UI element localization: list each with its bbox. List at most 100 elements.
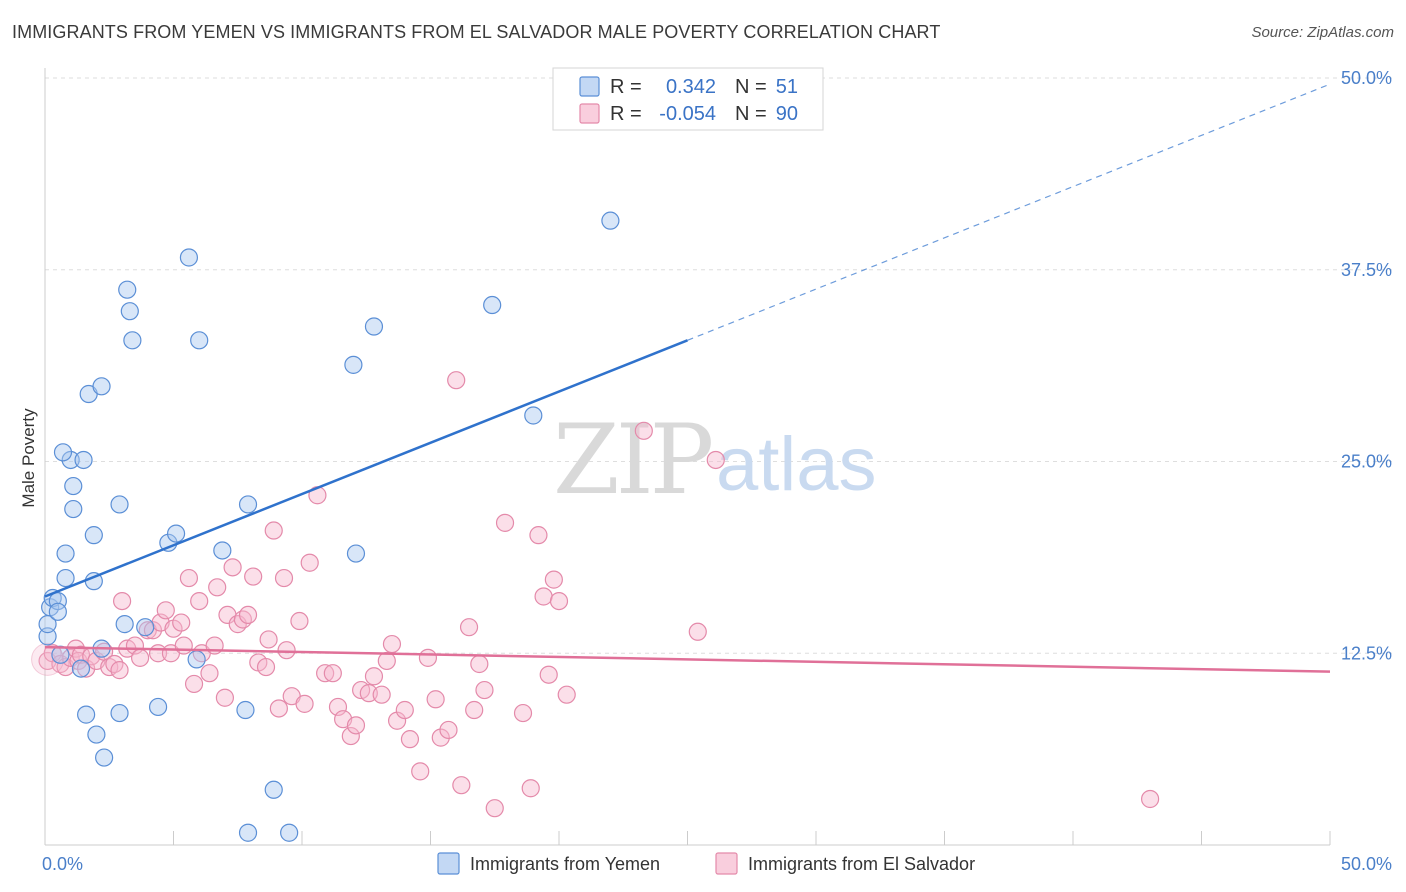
el-salvador-point-14 (110, 661, 129, 680)
series-el-salvador-points (31, 371, 1160, 818)
legend-r-value-el-salvador: -0.054 (659, 103, 716, 125)
el-salvador-point-27 (174, 636, 193, 655)
el-salvador-point-82 (513, 703, 533, 723)
el-salvador-point-2 (51, 654, 70, 674)
yemen-point-47 (601, 211, 620, 230)
yemen-point-32 (166, 524, 186, 543)
yemen-point-39 (238, 495, 258, 514)
el-salvador-point-70 (418, 648, 438, 667)
el-salvador-point-43 (256, 657, 276, 677)
yemen-point-14 (71, 659, 91, 678)
yemen-point-12 (53, 443, 73, 462)
trend-line-el-salvador (44, 645, 1331, 673)
el-salvador-point-81 (495, 513, 515, 532)
legend-n-label-el-salvador: N = (735, 103, 767, 125)
el-salvador-point-45 (264, 521, 283, 540)
el-salvador-point-93 (1140, 789, 1160, 809)
el-salvador-point-86 (539, 665, 558, 684)
yemen-point-40 (264, 780, 283, 799)
yemen-point-27 (120, 302, 139, 321)
el-salvador-point-67 (395, 700, 414, 720)
el-salvador-point-78 (470, 654, 489, 674)
el-salvador-point-68 (400, 730, 420, 749)
yemen-point-28 (123, 331, 142, 350)
y-tick-label-3: 50.0% (1341, 68, 1392, 88)
bottom-legend-swatch-el-salvador (715, 852, 738, 875)
yemen-point-5 (48, 602, 67, 621)
y-tick-label-0: 12.5% (1341, 643, 1392, 663)
el-salvador-point-55 (323, 664, 342, 683)
yemen-point-44 (364, 317, 384, 336)
el-salvador-point-79 (475, 680, 494, 700)
el-salvador-point-77 (465, 700, 484, 720)
chart-source: Source: ZipAtlas.com (1251, 24, 1394, 41)
el-salvador-point-80 (485, 799, 504, 818)
el-salvador-point-48 (277, 641, 296, 660)
el-salvador-point-76 (459, 618, 479, 637)
el-salvador-point-50 (290, 611, 309, 631)
trend-lines (44, 83, 1331, 673)
yemen-point-42 (344, 355, 363, 374)
yemen-point-29 (136, 618, 155, 637)
chart-title: IMMIGRANTS FROM YEMEN VS IMMIGRANTS FROM… (12, 22, 941, 42)
y-tick-label-2: 37.5% (1341, 260, 1392, 280)
legend-r-label-yemen: R = (610, 76, 642, 98)
el-salvador-point-34 (208, 578, 227, 597)
el-salvador-point-92 (706, 450, 725, 470)
el-salvador-point-52 (300, 553, 319, 572)
el-salvador-point-73 (439, 720, 458, 740)
watermark-atlas: atlas (716, 422, 877, 507)
el-salvador-point-87 (544, 570, 563, 589)
bottom-legend-label-el-salvador: Immigrants from El Salvador (748, 854, 975, 874)
el-salvador-point-40 (238, 605, 258, 625)
axes (44, 68, 1331, 846)
yemen-point-30 (148, 697, 168, 717)
el-salvador-cluster-bubble (31, 642, 65, 676)
el-salvador-point-23 (156, 601, 175, 620)
x-tick-label-0: 0.0% (42, 854, 83, 874)
yemen-point-23 (110, 703, 129, 723)
el-salvador-point-91 (688, 622, 707, 641)
el-salvador-point-89 (557, 685, 576, 704)
y-axis-label: Male Poverty (19, 408, 38, 508)
yemen-point-6 (51, 645, 70, 664)
yemen-point-38 (238, 823, 258, 842)
grid-lines (45, 77, 1392, 654)
legend-n-value-yemen: 51 (776, 76, 798, 98)
x-tick-label-1: 50.0% (1341, 854, 1392, 874)
el-salvador-point-88 (549, 591, 569, 611)
el-salvador-point-75 (452, 776, 471, 795)
el-salvador-point-12 (100, 657, 119, 677)
yemen-point-13 (74, 450, 93, 470)
el-salvador-point-84 (529, 526, 548, 545)
yemen-point-22 (95, 748, 114, 767)
el-salvador-point-15 (112, 591, 132, 611)
yemen-point-7 (56, 568, 75, 588)
watermark-zip: ZIP (553, 404, 712, 516)
el-salvador-point-30 (190, 591, 209, 611)
el-salvador-point-18 (130, 648, 150, 667)
yemen-point-18 (84, 526, 103, 545)
yemen-point-26 (118, 280, 137, 299)
el-salvador-point-51 (295, 694, 314, 713)
el-salvador-point-71 (426, 690, 445, 709)
el-salvador-point-65 (382, 634, 402, 654)
el-salvador-point-35 (215, 688, 234, 707)
yemen-point-11 (64, 499, 83, 519)
yemen-point-46 (524, 406, 543, 425)
el-salvador-point-59 (346, 716, 366, 735)
tick-labels: 12.5% 25.0% 37.5% 50.0% 0.0% 50.0% (42, 68, 1392, 874)
bottom-legend-label-yemen: Immigrants from Yemen (470, 854, 660, 874)
el-salvador-point-41 (244, 567, 263, 586)
el-salvador-point-69 (411, 762, 430, 781)
legend: R = 0.342 N = 51 R = -0.054 N = 90 (552, 67, 824, 131)
watermark: ZIP atlas (553, 404, 877, 516)
el-salvador-point-74 (447, 371, 466, 390)
yemen-point-19 (87, 725, 106, 744)
el-salvador-point-54 (316, 664, 335, 683)
yemen-point-15 (77, 705, 96, 724)
el-salvador-point-58 (341, 726, 360, 746)
yemen-point-20 (92, 377, 111, 396)
series-yemen-points (38, 211, 620, 842)
